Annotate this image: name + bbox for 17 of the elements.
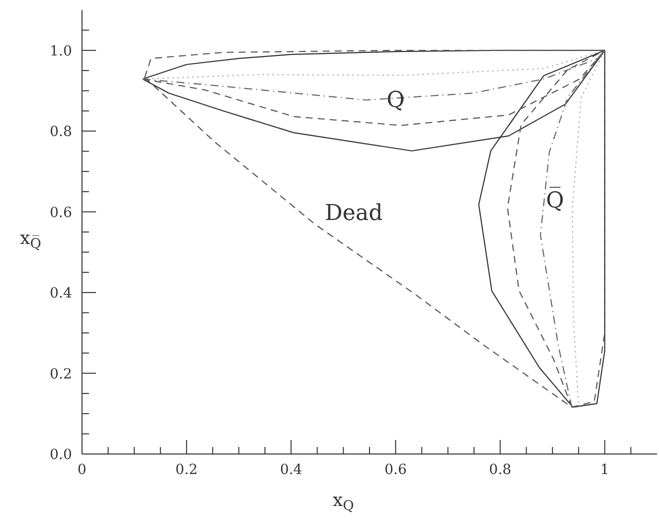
annotation: Q̅ [546, 186, 564, 214]
x-tick-label: 0.2 [175, 462, 198, 478]
y-tick-label: 0.2 [50, 366, 72, 382]
y-axis-title: x$_{Q̅}$ [20, 228, 42, 252]
x-tick-label: 0.4 [280, 462, 302, 478]
annotation: Q [386, 88, 405, 113]
x-tick-label: 0.8 [489, 462, 512, 478]
x-tick-label: 0.6 [384, 462, 407, 478]
x-axis-title: x$_{Q}$ [332, 490, 354, 514]
y-tick-label: 0.8 [50, 124, 72, 140]
y-tick-label: 0.4 [50, 286, 72, 302]
y-tick-label: 0.6 [50, 204, 72, 221]
y-tick-label: 1.0 [50, 43, 72, 60]
y-tick-label: 0.0 [50, 447, 72, 463]
x-tick-label: 1 [600, 462, 610, 478]
x-tick-label: 0 [78, 462, 86, 478]
annotation: Dead [324, 200, 383, 226]
